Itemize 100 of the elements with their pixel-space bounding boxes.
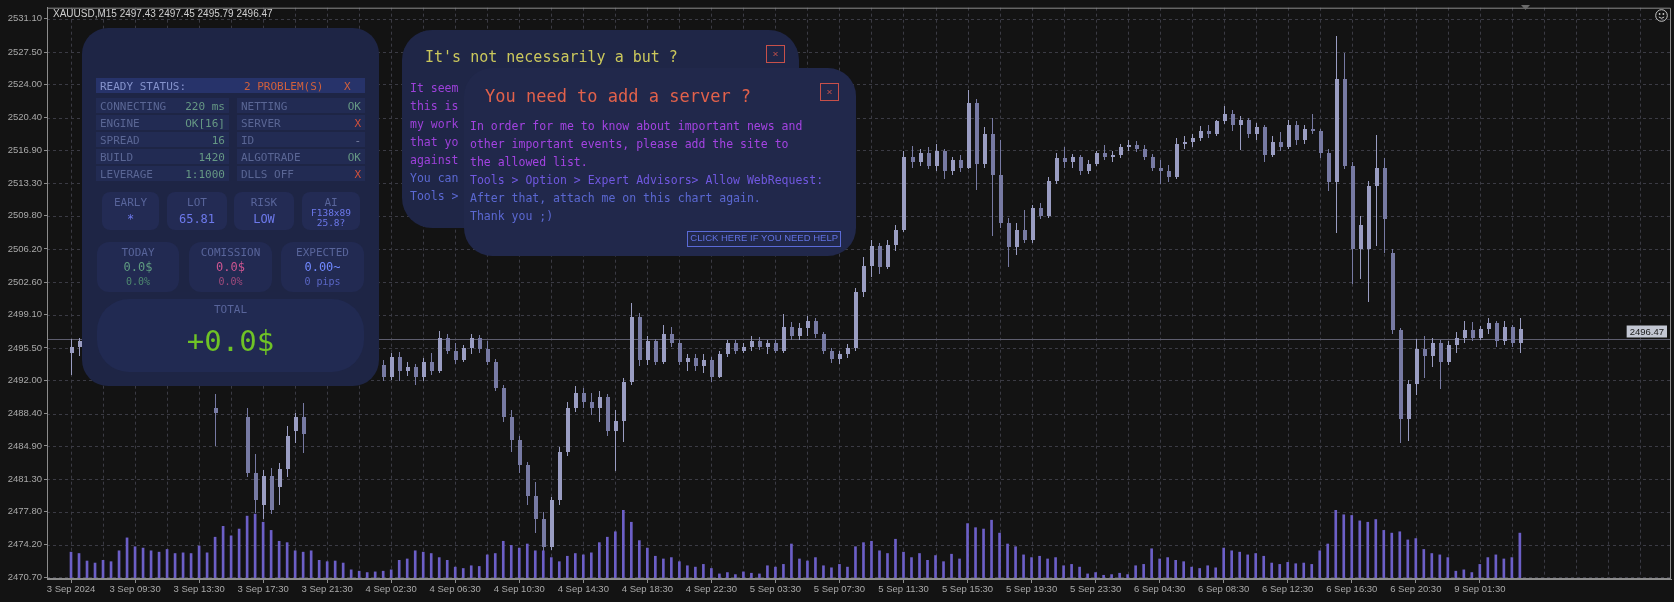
bar bbox=[838, 564, 841, 578]
x-tick-label: 4 Sep 10:30 bbox=[493, 583, 545, 595]
annotation: 0 pips bbox=[304, 275, 341, 287]
bar bbox=[341, 562, 345, 578]
bar bbox=[1310, 564, 1314, 578]
bar bbox=[790, 543, 793, 578]
bar bbox=[557, 561, 561, 578]
y-tick-label: 2531.10 bbox=[7, 12, 42, 24]
bar bbox=[1030, 557, 1033, 578]
bar bbox=[710, 568, 713, 578]
annotation: X bbox=[354, 116, 361, 129]
bar bbox=[1406, 539, 1410, 578]
annotation: against bbox=[410, 153, 459, 167]
bar bbox=[1454, 570, 1458, 578]
bar bbox=[1222, 547, 1226, 578]
bar bbox=[934, 555, 937, 578]
bar bbox=[846, 566, 849, 578]
annotation: F138x89 bbox=[310, 206, 352, 218]
bar bbox=[750, 572, 753, 578]
bar bbox=[1038, 555, 1041, 578]
bar bbox=[365, 572, 369, 578]
annotation: In order for me to know about important news and bbox=[470, 119, 803, 133]
x-tick-label: 5 Sep 19:30 bbox=[1005, 583, 1058, 595]
annotation: this is bbox=[410, 99, 459, 113]
bar bbox=[1398, 531, 1402, 578]
x-tick-label: 3 Sep 17:30 bbox=[237, 583, 289, 595]
x-tick-label: 4 Sep 18:30 bbox=[621, 583, 673, 595]
y-tick-label: 2513.30 bbox=[7, 176, 42, 188]
bar bbox=[493, 553, 497, 578]
bar bbox=[734, 574, 737, 578]
bar bbox=[998, 532, 1001, 578]
bar bbox=[429, 553, 433, 578]
annotation: TOTAL bbox=[213, 302, 248, 316]
bar bbox=[1174, 559, 1177, 578]
bar bbox=[1166, 557, 1169, 578]
annotation: my work bbox=[410, 117, 459, 131]
y-tick-label: 2470.70 bbox=[7, 570, 42, 582]
y-tick-label: 2502.60 bbox=[7, 275, 42, 287]
bar bbox=[1126, 574, 1129, 578]
bar bbox=[469, 565, 473, 578]
bar bbox=[966, 523, 969, 578]
bar bbox=[453, 566, 457, 578]
bar bbox=[1462, 569, 1466, 578]
bar bbox=[686, 565, 689, 578]
bar bbox=[1230, 550, 1234, 578]
y-tick-label: 2516.90 bbox=[7, 143, 42, 155]
x-tick-label: 4 Sep 02:30 bbox=[365, 583, 417, 595]
bar bbox=[646, 547, 649, 578]
y-tick-label: 2477.80 bbox=[7, 505, 42, 517]
bar bbox=[1054, 557, 1057, 578]
bar bbox=[1022, 554, 1025, 578]
bar bbox=[942, 561, 945, 578]
annotation: LOT bbox=[187, 195, 207, 209]
bar bbox=[958, 558, 961, 578]
y-tick-label: 2524.00 bbox=[7, 78, 42, 90]
bar bbox=[870, 540, 873, 578]
annotation: EARLY bbox=[113, 195, 148, 209]
x-tick-label: 4 Sep 14:30 bbox=[557, 583, 609, 595]
bar bbox=[381, 570, 385, 578]
bar bbox=[573, 553, 577, 578]
y-tick-label: 2509.80 bbox=[7, 209, 42, 221]
bar bbox=[806, 560, 809, 578]
ref-line-label: 2496.47 bbox=[1629, 325, 1664, 337]
bar bbox=[654, 555, 657, 578]
bar bbox=[1078, 566, 1081, 578]
annotation: COMISSION bbox=[200, 245, 261, 259]
bar bbox=[974, 527, 977, 578]
x-tick-label: 6 Sep 08:30 bbox=[1198, 583, 1250, 595]
bar bbox=[445, 559, 449, 578]
annotation: 65.81 bbox=[178, 212, 216, 226]
bar bbox=[437, 557, 441, 578]
y-tick-label: 2527.50 bbox=[7, 45, 42, 57]
bar bbox=[1150, 548, 1153, 578]
bar bbox=[894, 538, 897, 578]
annotation: X bbox=[354, 167, 361, 180]
annotation: You need to add a server ? bbox=[485, 86, 752, 106]
bar bbox=[1190, 566, 1193, 578]
bar bbox=[742, 571, 745, 578]
bar bbox=[878, 550, 881, 578]
annotation: Thank you ;) bbox=[470, 209, 554, 223]
bar bbox=[950, 553, 953, 578]
x-tick-label: 5 Sep 07:30 bbox=[813, 583, 866, 595]
bar bbox=[1006, 543, 1009, 578]
annotation: 220 ms bbox=[185, 99, 225, 112]
candlestick bbox=[214, 394, 218, 446]
bar bbox=[581, 554, 585, 578]
bar bbox=[814, 557, 817, 578]
bar bbox=[830, 567, 833, 578]
x-tick-label: 5 Sep 15:30 bbox=[941, 583, 994, 595]
y-tick-label: 2495.50 bbox=[7, 341, 42, 353]
annotation: ID bbox=[241, 133, 255, 146]
bar bbox=[405, 558, 409, 578]
bar bbox=[1142, 564, 1145, 578]
bar bbox=[1086, 573, 1089, 578]
bar bbox=[926, 559, 929, 578]
annotation: AI bbox=[324, 195, 338, 209]
x-tick-label: 3 Sep 09:30 bbox=[109, 583, 161, 595]
bar bbox=[373, 571, 377, 578]
bar bbox=[1294, 563, 1298, 578]
x-tick-label: 4 Sep 22:30 bbox=[685, 583, 738, 595]
